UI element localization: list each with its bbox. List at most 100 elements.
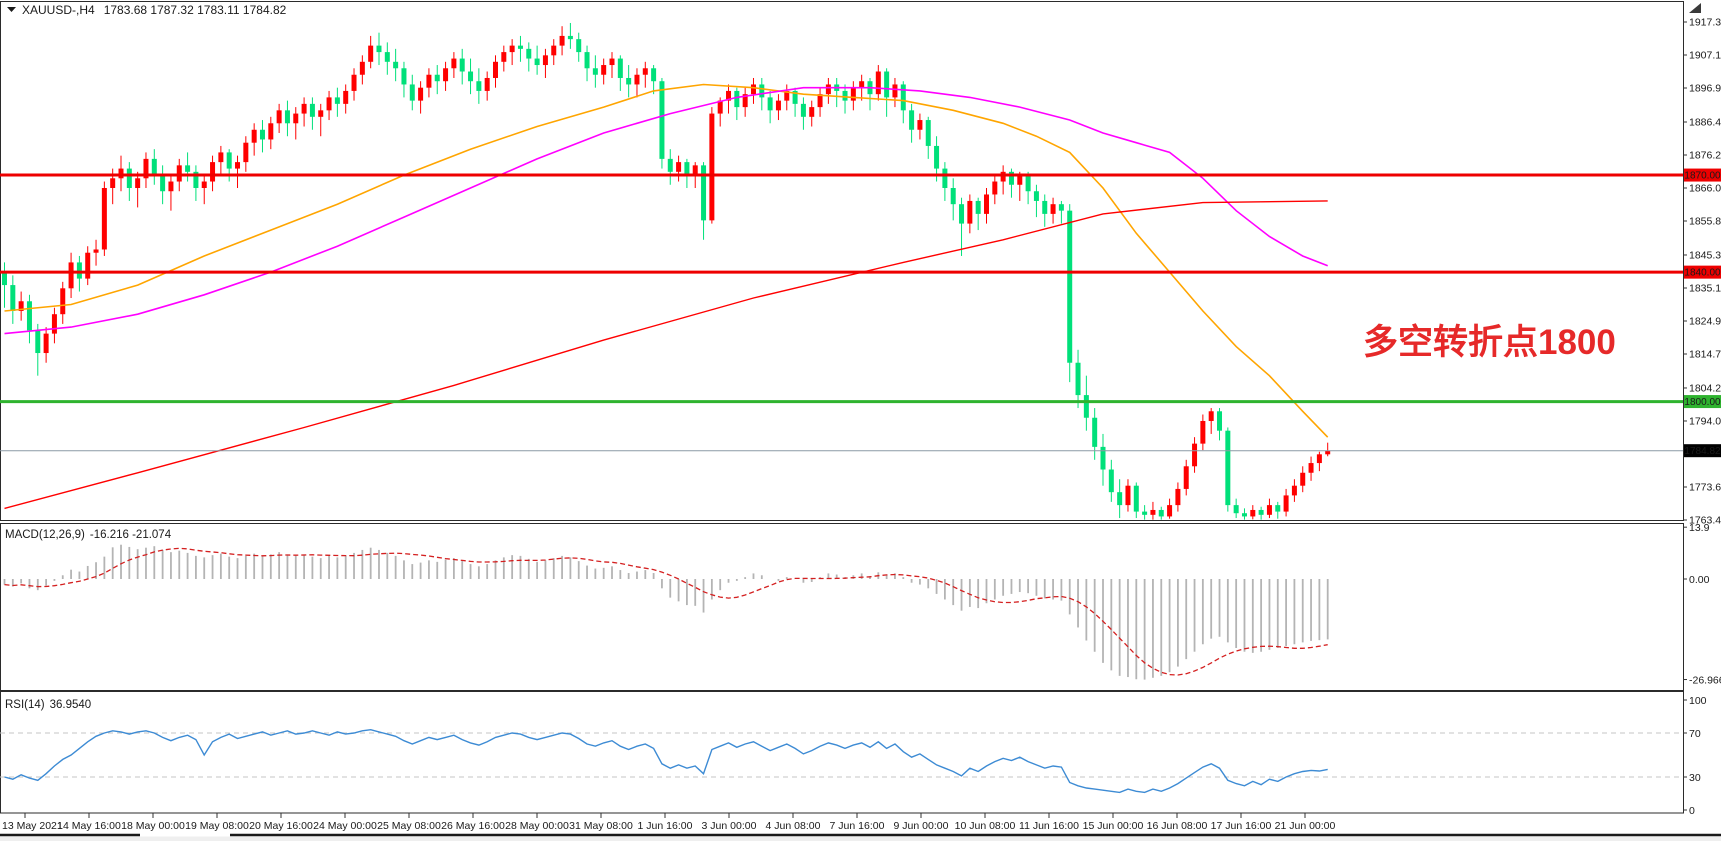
- price-tick-label: 1876.20: [1689, 149, 1721, 161]
- rsi-name: RSI(14): [5, 699, 45, 711]
- candle-body: [534, 58, 540, 66]
- date-tick-label: 17 Jun 16:00: [1211, 820, 1272, 832]
- candle-body: [1050, 204, 1056, 214]
- price-axis[interactable]: 1870.00 1840.00 1800.00 1784.82 1917.30 1907.…: [1683, 17, 1721, 527]
- horizontal-levels-layer[interactable]: [0, 173, 1683, 452]
- candle-body: [992, 181, 998, 195]
- chart-shift-marker-icon[interactable]: [1689, 3, 1701, 13]
- candle-body: [1067, 210, 1073, 363]
- date-tick-label: 13 May 2021: [2, 820, 63, 832]
- date-tick-label: 9 Jun 00:00: [894, 820, 949, 832]
- candle-body: [817, 94, 823, 108]
- candle-body: [1275, 505, 1281, 512]
- candle-body: [2, 272, 7, 286]
- candle-body: [185, 165, 191, 172]
- candle-body: [484, 77, 490, 91]
- candle-body: [10, 285, 16, 311]
- candle-body: [1308, 463, 1314, 473]
- macd-panel[interactable]: [0, 523, 1684, 691]
- candle-body: [676, 162, 682, 172]
- annotation-text[interactable]: 多空转折点1800: [1363, 323, 1616, 362]
- candle-body: [651, 68, 657, 82]
- candle-body: [326, 97, 332, 111]
- candle-body: [1175, 488, 1181, 506]
- candle-body: [43, 333, 49, 354]
- candle-body: [1092, 417, 1098, 447]
- candle-body: [809, 107, 815, 117]
- candle-body: [1217, 411, 1223, 431]
- candle-body: [110, 178, 116, 188]
- date-tick-label: 24 May 00:00: [313, 820, 377, 832]
- candle-body: [1125, 485, 1131, 506]
- date-tick-label: 3 Jun 00:00: [702, 820, 757, 832]
- candle-body: [85, 252, 91, 279]
- ohlc-values: 1783.68 1787.32 1783.11 1784.82: [104, 3, 287, 17]
- candle-body: [784, 90, 790, 101]
- macd-tick-label: 0.00: [1689, 574, 1710, 586]
- candle-body: [176, 165, 182, 182]
- candle-body: [1325, 450, 1331, 455]
- candle-body: [742, 94, 748, 108]
- ma_slow-line: [4, 200, 1328, 510]
- rsi-tick-label: 100: [1689, 695, 1707, 707]
- candle-body: [759, 84, 765, 98]
- candle-body: [51, 314, 57, 334]
- rsi-line: [4, 728, 1328, 794]
- candle-body: [950, 188, 956, 205]
- candle-body: [218, 152, 224, 163]
- candle-body: [1208, 411, 1214, 421]
- candle-body: [792, 90, 798, 104]
- rsi-panel[interactable]: [0, 691, 1684, 814]
- rsi-tick-label: 70: [1689, 728, 1701, 740]
- date-tick-label: 15 Jun 00:00: [1083, 820, 1144, 832]
- candle-body: [642, 68, 648, 75]
- candle-body: [284, 110, 290, 124]
- ma_fast-line: [4, 83, 1329, 438]
- price-tick-label: 1896.90: [1689, 83, 1721, 95]
- price-tick-label: 1824.90: [1689, 315, 1721, 327]
- candle-body: [60, 288, 66, 315]
- price-tick-label: 1855.80: [1689, 216, 1721, 228]
- candle-body: [659, 81, 665, 159]
- candle-body: [409, 84, 415, 101]
- candle-body: [351, 74, 357, 91]
- candle-body: [626, 77, 632, 85]
- candle-body: [201, 181, 207, 188]
- candle-body: [18, 301, 24, 311]
- candle-body: [35, 330, 41, 354]
- macd-label: MACD(12,26,9) -16.216 -21.074: [5, 529, 172, 541]
- level-label: 1840.00: [1684, 268, 1721, 279]
- candle-body: [301, 103, 307, 114]
- candle-body: [551, 45, 557, 56]
- candle-body: [193, 171, 199, 188]
- candle-body: [701, 165, 707, 221]
- candle-body: [451, 58, 457, 69]
- candle-body: [343, 90, 349, 104]
- level-label: 1800.00: [1684, 397, 1721, 408]
- candle-body: [1150, 509, 1156, 515]
- candle-body: [709, 113, 715, 221]
- candle-body: [401, 68, 407, 85]
- candle-body: [1183, 466, 1189, 489]
- date-tick-label: 10 Jun 08:00: [955, 820, 1016, 832]
- candle-body: [476, 81, 482, 91]
- candle-body: [1250, 509, 1256, 517]
- date-tick-label: 19 May 08:00: [185, 820, 249, 832]
- candle-body: [259, 129, 265, 140]
- candle-body: [1075, 362, 1081, 396]
- main-price-panel[interactable]: [0, 1, 1684, 521]
- candle-body: [93, 249, 99, 253]
- symbol-collapse-icon[interactable]: [7, 7, 16, 12]
- price-tick-label: 1866.00: [1689, 183, 1721, 195]
- candle-body: [118, 168, 124, 179]
- candle-body: [443, 68, 449, 82]
- level-box: [1684, 265, 1721, 279]
- candle-body: [859, 81, 865, 88]
- candle-body: [517, 45, 523, 49]
- candle-body: [634, 74, 640, 85]
- candle-body: [501, 52, 507, 62]
- rsi-tick-label: 0: [1689, 805, 1695, 817]
- date-tick-label: 16 Jun 08:00: [1147, 820, 1208, 832]
